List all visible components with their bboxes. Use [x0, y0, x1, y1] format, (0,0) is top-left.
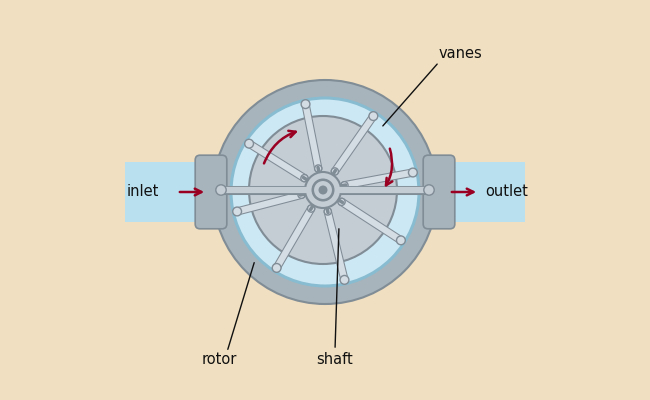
Circle shape [369, 112, 378, 120]
Circle shape [313, 180, 333, 200]
Circle shape [272, 264, 281, 272]
Circle shape [396, 236, 406, 245]
Circle shape [307, 205, 315, 212]
Circle shape [231, 98, 419, 286]
FancyBboxPatch shape [423, 155, 455, 229]
Circle shape [301, 100, 310, 108]
Bar [125, 162, 525, 222]
Circle shape [244, 139, 254, 148]
Circle shape [301, 174, 308, 182]
Circle shape [340, 276, 349, 284]
Circle shape [216, 185, 226, 195]
Circle shape [249, 116, 397, 264]
Circle shape [305, 172, 341, 208]
Circle shape [315, 165, 322, 172]
Circle shape [424, 185, 434, 195]
Circle shape [324, 208, 332, 215]
Circle shape [233, 207, 242, 216]
Circle shape [408, 168, 417, 177]
Circle shape [312, 179, 334, 201]
Text: inlet: inlet [127, 184, 159, 200]
FancyBboxPatch shape [195, 155, 227, 229]
Circle shape [318, 186, 328, 194]
Circle shape [338, 198, 345, 206]
Circle shape [213, 80, 437, 304]
Circle shape [341, 182, 348, 189]
Text: outlet: outlet [486, 184, 528, 200]
Circle shape [298, 191, 305, 198]
Circle shape [332, 168, 339, 175]
Text: shaft: shaft [317, 352, 354, 368]
Text: vanes: vanes [439, 46, 483, 62]
Text: rotor: rotor [202, 352, 237, 368]
